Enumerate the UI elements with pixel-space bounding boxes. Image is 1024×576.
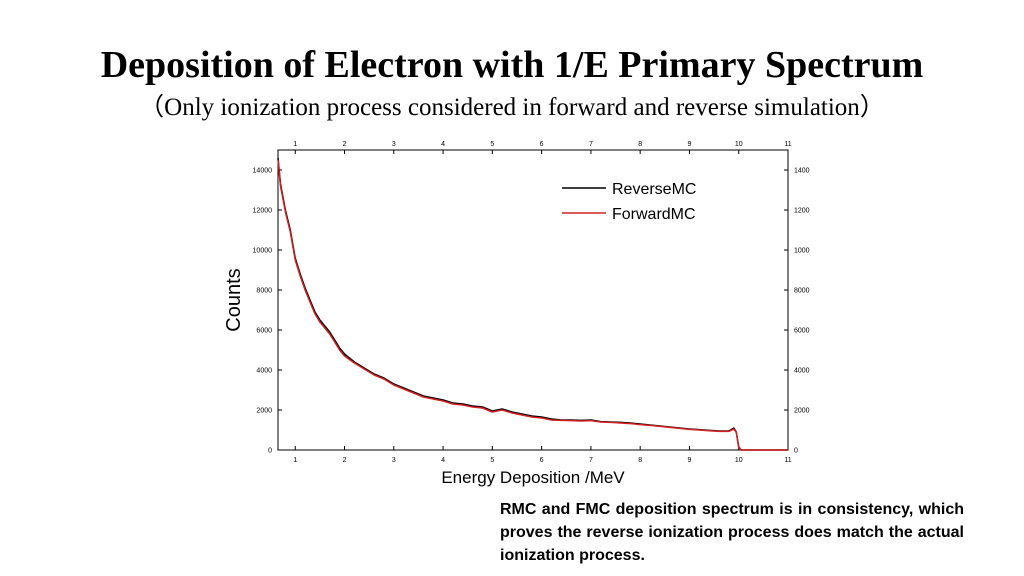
slide-title: Deposition of Electron with 1/E Primary … [100,44,924,86]
x-tick-label-top: 5 [490,141,494,148]
y-tick-label: 10000 [253,248,273,255]
x-tick-label: 11 [784,457,791,464]
chart-legend: ReverseMC ForwardMC [562,181,696,223]
y-tick-label-right: 4000 [794,368,810,375]
y-tick-label-right: 0 [794,448,798,455]
legend-label-reversemc: ReverseMC [612,181,696,198]
series-line-reversemc [277,157,788,451]
y-tick-label-right: 2000 [794,408,810,415]
deposition-chart: 1 1 2 2 3 3 4 4 5 5 6 6 7 7 8 8 9 9 10 10 11 11 0 0 2000 2000 4000… [210,135,810,495]
x-tick-label: 3 [392,457,396,464]
x-tick-label-top: 1 [293,141,297,148]
x-tick-label-top: 10 [735,141,743,148]
y-tick-label-right: 10000 [794,248,810,255]
x-tick-label: 8 [638,457,642,464]
y-tick-label: 12000 [253,208,273,215]
x-tick-label: 1 [293,457,297,464]
x-tick-label: 9 [687,457,691,464]
x-tick-label-top: 7 [589,141,593,148]
x-tick-label: 10 [735,457,743,464]
x-tick-label-top: 11 [784,141,791,148]
y-tick-label-right: 12000 [794,208,810,215]
y-tick-label: 0 [268,448,272,455]
x-tick-label: 2 [343,457,347,464]
y-tick-label-right: 8000 [794,288,810,295]
x-tick-label-top: 3 [392,141,396,148]
y-tick-label: 14000 [253,168,273,175]
series-line-forwardmc [277,159,788,451]
y-tick-label: 2000 [256,408,272,415]
x-axis-label: Energy Deposition /MeV [441,468,625,487]
x-tick-label-top: 4 [441,141,445,148]
x-tick-label: 6 [540,457,544,464]
y-tick-label: 4000 [256,368,272,375]
y-axis-label: Counts [223,268,245,331]
x-tick-label-top: 8 [638,141,642,148]
plot-frame [277,149,789,451]
slide-subtitle: （Only ionization process considered in f… [139,94,885,121]
chart-lines [277,157,788,451]
x-tick-label-top: 6 [540,141,544,148]
x-tick-label: 7 [589,457,593,464]
y-tick-label-right: 6000 [794,328,810,335]
legend-label-forwardmc: ForwardMC [612,206,696,223]
y-tick-label-right: 14000 [794,168,810,175]
y-tick-label: 6000 [256,328,272,335]
x-tick-label: 4 [441,457,445,464]
x-tick-label: 5 [490,457,494,464]
y-tick-label: 8000 [256,288,272,295]
x-tick-label-top: 2 [343,141,347,148]
x-tick-label-top: 9 [687,141,691,148]
conclusion-text: RMC and FMC deposition spectrum is in co… [500,501,964,564]
